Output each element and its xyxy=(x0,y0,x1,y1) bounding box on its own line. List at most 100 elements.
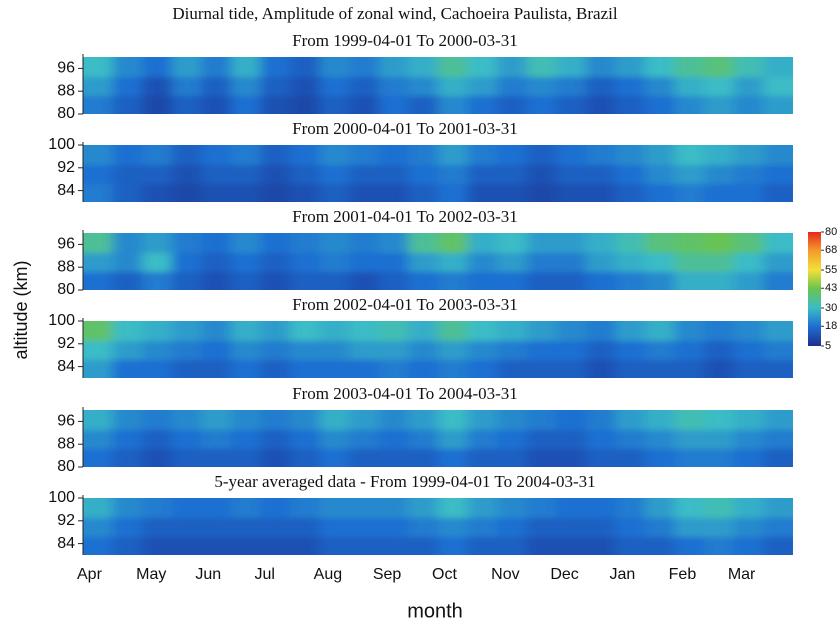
heat-cell xyxy=(585,321,617,341)
heat-cell xyxy=(763,321,793,341)
heat-cell xyxy=(704,536,735,555)
heat-cell xyxy=(83,76,114,96)
x-tick-label: Dec xyxy=(550,566,578,583)
x-tick-label: Apr xyxy=(77,566,103,583)
heat-cell xyxy=(349,164,380,184)
heat-cell xyxy=(704,429,735,449)
heat-cell xyxy=(142,359,173,378)
heat-cell xyxy=(349,340,380,360)
heat-cell xyxy=(290,145,321,165)
heat-cell xyxy=(230,359,262,378)
heat-cell xyxy=(349,76,380,96)
heat-cell xyxy=(378,321,410,341)
heat-cell xyxy=(526,448,558,467)
heat-cell xyxy=(615,271,647,290)
heat-cell xyxy=(763,252,793,272)
y-tick-label: 96 xyxy=(57,413,75,430)
heat-cell xyxy=(378,410,410,430)
heat-cell xyxy=(378,57,410,77)
heat-cell xyxy=(142,429,173,449)
panel-title: From 2001-04-01 To 2002-03-31 xyxy=(292,207,518,226)
x-tick-label: Sep xyxy=(373,566,402,583)
heat-cell xyxy=(645,321,676,341)
heat-cell xyxy=(201,95,232,114)
heat-cell xyxy=(230,233,262,253)
heat-cell xyxy=(497,359,528,378)
heat-cell xyxy=(260,145,292,165)
heat-cell xyxy=(142,321,173,341)
heatmap xyxy=(83,498,793,555)
y-axis-label: altitude (km) xyxy=(11,260,31,359)
heatmap xyxy=(83,145,793,202)
heat-cell xyxy=(230,448,262,467)
heat-cell xyxy=(526,164,558,184)
heat-cell xyxy=(201,448,232,467)
heat-cell xyxy=(438,340,469,360)
heat-cell xyxy=(201,536,232,555)
heat-cell xyxy=(526,410,558,430)
heat-cell xyxy=(171,233,203,253)
heat-cell xyxy=(526,321,558,341)
heat-cell xyxy=(526,517,558,537)
y-tick-label: 100 xyxy=(48,136,75,153)
heat-cell xyxy=(230,271,262,290)
heat-cell xyxy=(467,448,499,467)
heat-cell xyxy=(142,164,173,184)
heat-cell xyxy=(467,145,499,165)
heat-cell xyxy=(733,164,765,184)
heat-cell xyxy=(260,429,292,449)
x-tick-label: Jan xyxy=(610,566,636,583)
heat-cell xyxy=(378,252,410,272)
heat-cell xyxy=(260,517,292,537)
heat-cell xyxy=(112,95,144,114)
heat-cell xyxy=(645,271,676,290)
heat-cell xyxy=(585,429,617,449)
heat-cell xyxy=(201,183,232,202)
heat-cell xyxy=(467,183,499,202)
heat-cell xyxy=(112,498,144,518)
heat-cell xyxy=(763,429,793,449)
heat-cell xyxy=(615,57,647,77)
heat-cell xyxy=(585,498,617,518)
heat-cell xyxy=(585,76,617,96)
heat-cell xyxy=(763,340,793,360)
heat-cell xyxy=(704,448,735,467)
heat-cell xyxy=(290,252,321,272)
heat-cell xyxy=(408,517,439,537)
heat-cell xyxy=(142,252,173,272)
heatmap-cells xyxy=(83,145,793,202)
heat-cell xyxy=(112,145,144,165)
heat-cell xyxy=(201,271,232,290)
heat-cell xyxy=(704,145,735,165)
y-tick-label: 96 xyxy=(57,60,75,77)
heat-cell xyxy=(349,448,380,467)
heat-cell xyxy=(704,76,735,96)
heatmap-cells xyxy=(83,410,793,467)
heat-cell xyxy=(763,76,793,96)
x-tick-label: Mar xyxy=(728,566,756,583)
heat-cell xyxy=(704,340,735,360)
colorbar-tick-label: 68 xyxy=(825,244,837,256)
heat-cell xyxy=(408,76,439,96)
heat-cell xyxy=(497,448,528,467)
heat-cell xyxy=(704,517,735,537)
heat-cell xyxy=(733,57,765,77)
heat-cell xyxy=(438,359,469,378)
heat-cell xyxy=(171,340,203,360)
heat-cell xyxy=(83,271,114,290)
heat-cell xyxy=(497,95,528,114)
heat-cell xyxy=(674,183,706,202)
heat-cell xyxy=(319,145,351,165)
heat-cell xyxy=(438,321,469,341)
heat-cell xyxy=(230,164,262,184)
heat-cell xyxy=(556,448,587,467)
heat-cell xyxy=(408,498,439,518)
heat-cell xyxy=(556,410,587,430)
heat-cell xyxy=(112,271,144,290)
heat-cell xyxy=(674,429,706,449)
heat-cell xyxy=(585,164,617,184)
heat-cell xyxy=(201,57,232,77)
heat-cell xyxy=(615,536,647,555)
heat-cell xyxy=(319,410,351,430)
heat-cell xyxy=(112,359,144,378)
